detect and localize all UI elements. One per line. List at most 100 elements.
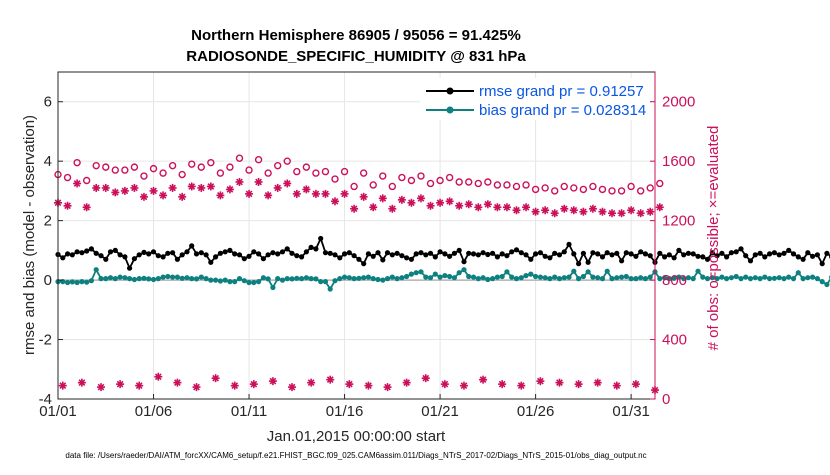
- bias-point: [174, 274, 180, 280]
- obs-possible-marker: [321, 167, 330, 176]
- rmse-point: [155, 253, 161, 259]
- rmse-point: [528, 256, 534, 262]
- y-left-tick-label: -4: [39, 391, 52, 408]
- bias-point: [537, 274, 544, 280]
- bias-point: [576, 276, 582, 282]
- bias-point: [647, 274, 653, 280]
- rmse-point: [638, 249, 644, 255]
- obs-evaluated-marker: [92, 183, 101, 192]
- bias-point: [241, 278, 247, 284]
- rmse-point: [418, 250, 424, 256]
- x-tick-label: 01/06: [135, 403, 173, 420]
- rmse-point: [719, 250, 725, 256]
- bias-point: [189, 276, 195, 282]
- bias-point: [203, 276, 209, 282]
- rmse-point: [666, 252, 672, 258]
- asterisk-stroke: [269, 377, 277, 385]
- bias-point: [65, 279, 71, 286]
- obs-evaluated-marker: [264, 191, 273, 200]
- rmse-point: [289, 250, 295, 256]
- rmse-point: [141, 249, 147, 255]
- asterisk-stroke: [264, 192, 272, 199]
- bias-point: [370, 276, 376, 282]
- bias-point: [685, 275, 692, 281]
- bias-point: [389, 274, 395, 280]
- obs-possible-marker: [102, 163, 110, 171]
- bias-point: [279, 277, 286, 283]
- obs-low-marker: [383, 383, 392, 392]
- obs-evaluated-marker: [101, 183, 110, 192]
- rmse-point: [695, 253, 701, 259]
- obs-low-marker: [135, 381, 144, 390]
- bias-point: [490, 276, 496, 282]
- obs-evaluated-marker: [388, 204, 397, 213]
- rmse-point: [380, 257, 386, 263]
- obs-low-marker: [345, 380, 354, 389]
- obs-evaluated-marker: [588, 204, 597, 213]
- bias-point: [447, 273, 453, 280]
- asterisk-stroke: [193, 383, 200, 391]
- rmse-point: [810, 253, 816, 259]
- rmse-point: [117, 252, 123, 258]
- bias-point: [294, 275, 300, 281]
- bias-point: [423, 274, 429, 280]
- asterisk-stroke: [64, 202, 71, 210]
- asterisk-stroke: [197, 184, 205, 192]
- rmse-point: [351, 253, 357, 259]
- obs-evaluated-marker: [397, 195, 406, 204]
- asterisk-stroke: [422, 374, 430, 382]
- rmse-point: [270, 250, 276, 256]
- obs-possible-marker: [264, 169, 272, 177]
- obs-evaluated-marker: [340, 189, 349, 198]
- obs-possible-marker: [293, 167, 301, 176]
- obs-low-marker: [593, 378, 602, 387]
- obs-evaluated-marker: [502, 203, 511, 212]
- obs-low-marker: [326, 375, 335, 384]
- rmse-point: [537, 250, 544, 256]
- asterisk-stroke: [551, 209, 559, 217]
- rmse-point: [814, 252, 821, 258]
- rmse-point: [599, 254, 606, 260]
- obs-evaluated-marker: [206, 182, 215, 191]
- bias-point: [657, 276, 663, 282]
- bias-point: [619, 274, 625, 280]
- obs-evaluated-marker: [273, 183, 282, 192]
- bias-point: [260, 275, 266, 281]
- obs-possible-marker: [551, 187, 559, 195]
- bias-point: [122, 275, 128, 281]
- rmse-point: [499, 251, 505, 257]
- asterisk-stroke: [484, 200, 492, 208]
- rmse-point: [327, 250, 333, 256]
- bias-point: [356, 275, 362, 281]
- asterisk-stroke: [293, 190, 301, 198]
- obs-possible-marker: [407, 176, 416, 185]
- rmse-point: [571, 251, 577, 257]
- rmse-point: [451, 250, 457, 256]
- obs-low-marker: [77, 378, 86, 387]
- obs-possible-marker: [445, 173, 454, 182]
- obs-possible-marker: [168, 161, 177, 170]
- obs-low-marker: [631, 380, 640, 389]
- plot-area: [58, 72, 655, 399]
- bias-point: [776, 275, 782, 281]
- bias-point: [361, 275, 367, 281]
- asterisk-stroke: [121, 187, 129, 195]
- x-tick-label: 01/26: [517, 403, 555, 420]
- bias-point: [303, 275, 309, 281]
- bias-point: [289, 276, 295, 282]
- obs-evaluated-marker: [159, 191, 168, 200]
- bias-point: [475, 276, 481, 282]
- obs-possible-marker: [82, 176, 91, 185]
- obs-possible-marker: [235, 154, 244, 162]
- bias-point: [695, 268, 701, 274]
- bias-point: [275, 276, 281, 282]
- obs-evaluated-marker: [436, 198, 445, 207]
- rmse-point: [786, 247, 792, 253]
- obs-possible-marker: [589, 182, 597, 191]
- bias-point: [485, 276, 491, 283]
- bias-point: [633, 276, 639, 282]
- bias-point: [547, 276, 553, 282]
- bias-point: [165, 273, 171, 280]
- asterisk-stroke: [570, 206, 578, 214]
- rmse-point: [657, 250, 663, 256]
